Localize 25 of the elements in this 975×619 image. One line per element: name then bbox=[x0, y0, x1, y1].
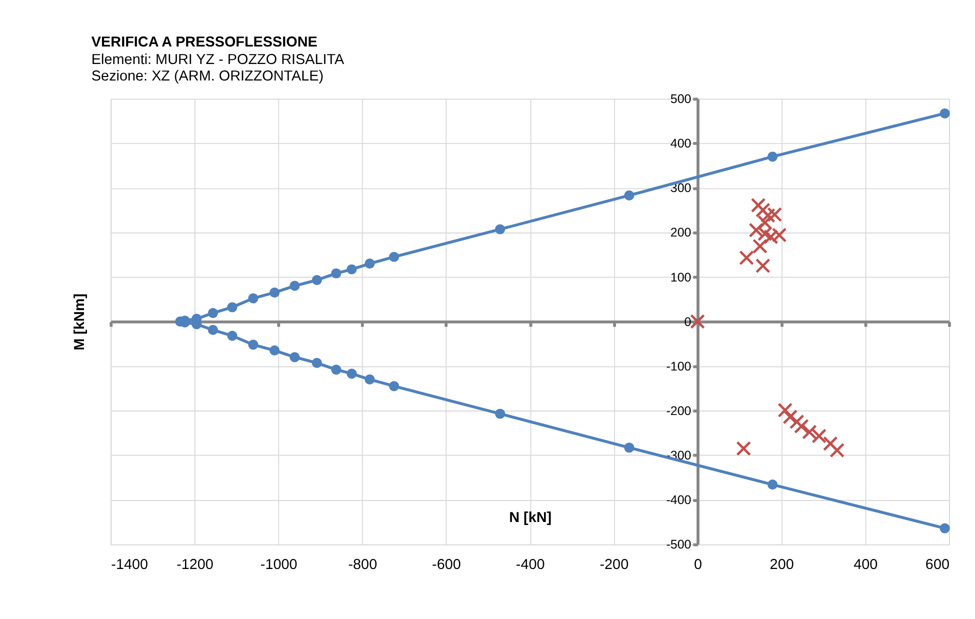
y-tick-label: -200 bbox=[666, 404, 692, 418]
x-tick-label: -600 bbox=[432, 556, 461, 573]
x-tick-label: 400 bbox=[854, 556, 878, 573]
y-tick-label: -500 bbox=[666, 538, 692, 552]
x-axis-title: N [kN] bbox=[509, 510, 552, 526]
x-tick-label: -1400 bbox=[111, 556, 148, 573]
x-tick-label: -1000 bbox=[260, 556, 298, 573]
x-tick-label: -400 bbox=[516, 556, 545, 573]
y-axis-title: M [kNm] bbox=[72, 294, 88, 350]
chart-title: VERIFICA A PRESSOFLESSIONE bbox=[91, 34, 318, 51]
x-tick-label: -1200 bbox=[176, 556, 214, 573]
y-tick-label: 500 bbox=[670, 92, 692, 106]
x-tick-label: 200 bbox=[770, 556, 794, 573]
y-tick-label: 200 bbox=[670, 226, 692, 240]
y-tick-label: -100 bbox=[666, 359, 692, 374]
y-tick-label: 0 bbox=[684, 314, 692, 329]
y-tick-label: 400 bbox=[670, 136, 692, 151]
y-tick-label: 100 bbox=[670, 270, 692, 284]
x-tick-label: -800 bbox=[348, 556, 378, 573]
x-tick-label: 0 bbox=[694, 556, 702, 573]
text: Sezione: XZ (ARM. ORIZZONTALE) bbox=[91, 68, 324, 84]
x-tick-label: -200 bbox=[600, 556, 629, 573]
y-tick-label: -400 bbox=[666, 493, 692, 508]
text: Elementi: MURI YZ - POZZO RISALITA bbox=[91, 52, 344, 68]
x-tick-label: 600 bbox=[925, 556, 950, 573]
